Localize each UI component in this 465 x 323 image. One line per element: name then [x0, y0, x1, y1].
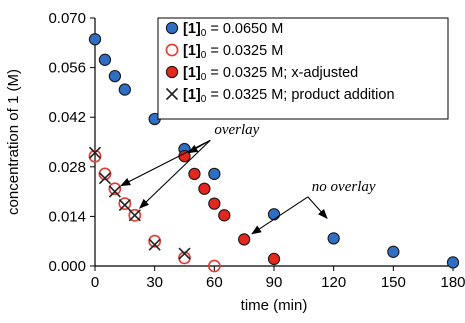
data-point	[198, 182, 211, 195]
data-point	[128, 208, 142, 222]
data-point	[118, 83, 131, 96]
data-point-stroke-b	[88, 146, 102, 159]
data-point-stroke-b	[148, 238, 161, 251]
legend-marker	[165, 43, 179, 57]
legend-label-prefix: [1]	[183, 21, 201, 37]
data-point	[208, 197, 221, 210]
legend-marker-stroke-b	[165, 87, 179, 101]
y-tick-label: 0.042	[48, 109, 86, 126]
data-point	[446, 256, 460, 269]
axis-titles: time (min) concentration of 1 (M)	[5, 69, 307, 314]
annotation-layer: overlay no overlay	[120, 122, 376, 235]
data-point	[128, 209, 141, 222]
y-tick-label: 0.014	[48, 208, 86, 225]
data-point	[267, 208, 281, 221]
data-point	[387, 245, 400, 258]
data-point	[148, 238, 161, 251]
x-tick-label: 60	[206, 274, 223, 291]
legend-label-subscript: 0	[201, 50, 207, 61]
x-tick-label: 0	[91, 274, 99, 291]
series-3	[178, 150, 281, 266]
annotation-label: no overlay	[312, 179, 376, 195]
x-tick-label: 90	[266, 274, 283, 291]
annotation-arrow	[251, 196, 309, 235]
data-point	[88, 146, 102, 159]
legend-label: [1]0 = 0.0325 M; x-adjusted	[183, 65, 358, 83]
data-point	[178, 251, 191, 265]
legend-label: [1]0 = 0.0325 M	[183, 43, 283, 61]
x-tick-label: 180	[440, 274, 465, 291]
data-point	[118, 198, 131, 212]
y-tick-label: 0.028	[48, 159, 86, 176]
x-tick-label: 120	[321, 274, 346, 291]
data-point	[208, 167, 221, 181]
data-point	[108, 182, 122, 196]
legend-marker	[165, 87, 179, 101]
series-4	[88, 146, 191, 260]
data-point	[88, 149, 102, 163]
series-layer	[88, 33, 460, 273]
data-point	[188, 167, 201, 181]
data-point-stroke-b	[178, 247, 191, 260]
legend-label: [1]0 = 0.0325 M; product addition	[183, 87, 395, 105]
data-point	[218, 209, 231, 222]
data-point	[118, 197, 132, 211]
legend-label-subscript: 0	[201, 94, 207, 105]
data-point-stroke-b	[118, 198, 131, 212]
legend-label-suffix: = 0.0325 M; product addition	[206, 87, 394, 103]
legend-label-prefix: [1]	[183, 65, 201, 81]
legend-label-prefix: [1]	[183, 87, 201, 103]
series-2	[88, 149, 221, 273]
legend-label-suffix: = 0.0650 M	[206, 21, 283, 37]
data-point	[108, 69, 122, 83]
legend-label-subscript: 0	[201, 72, 207, 83]
data-point	[207, 259, 221, 273]
x-tick-label: 30	[146, 274, 163, 291]
y-tick-label: 0.056	[48, 60, 86, 77]
data-point-stroke-b	[98, 172, 112, 185]
x-axis-title: time (min)	[241, 297, 308, 314]
data-point	[98, 53, 112, 66]
data-point	[108, 185, 121, 198]
annotation-arrow	[307, 196, 328, 220]
y-tick-label: 0.070	[48, 10, 86, 27]
data-point	[148, 234, 162, 248]
legend-box	[157, 17, 449, 120]
data-point	[238, 233, 251, 246]
data-point	[267, 252, 281, 266]
legend-label: [1]0 = 0.0650 M	[183, 21, 283, 39]
ticks: 0 30 60 90 120 150 180 0.000 0.014 0.028 0.042 0.05…	[48, 10, 465, 291]
legend-label-subscript: 0	[201, 28, 207, 39]
y-tick-label: 0.000	[48, 258, 86, 275]
annotation-arrow	[139, 139, 211, 209]
annotation-arrow	[187, 139, 211, 154]
legend-label-prefix: [1]	[183, 43, 201, 59]
legend: [1]0 = 0.0650 M[1]0 = 0.0325 M[1]0 = 0.0…	[157, 17, 449, 120]
data-point-stroke-b	[108, 185, 121, 198]
annotation-label: overlay	[214, 122, 259, 138]
data-point-stroke-b	[128, 209, 141, 222]
x-tick-label: 150	[381, 274, 406, 291]
y-axis-title: concentration of 1 (M)	[5, 69, 22, 215]
y-axis-title-text: concentration of 1 (M)	[5, 69, 22, 215]
legend-marker	[165, 65, 179, 79]
data-point	[98, 167, 112, 181]
legend-label-suffix: = 0.0325 M; x-adjusted	[206, 65, 358, 81]
data-point	[327, 232, 340, 245]
data-point	[178, 247, 191, 260]
legend-label-suffix: = 0.0325 M	[206, 43, 283, 59]
data-point	[98, 172, 112, 185]
legend-marker	[165, 21, 179, 35]
data-point	[88, 33, 102, 46]
